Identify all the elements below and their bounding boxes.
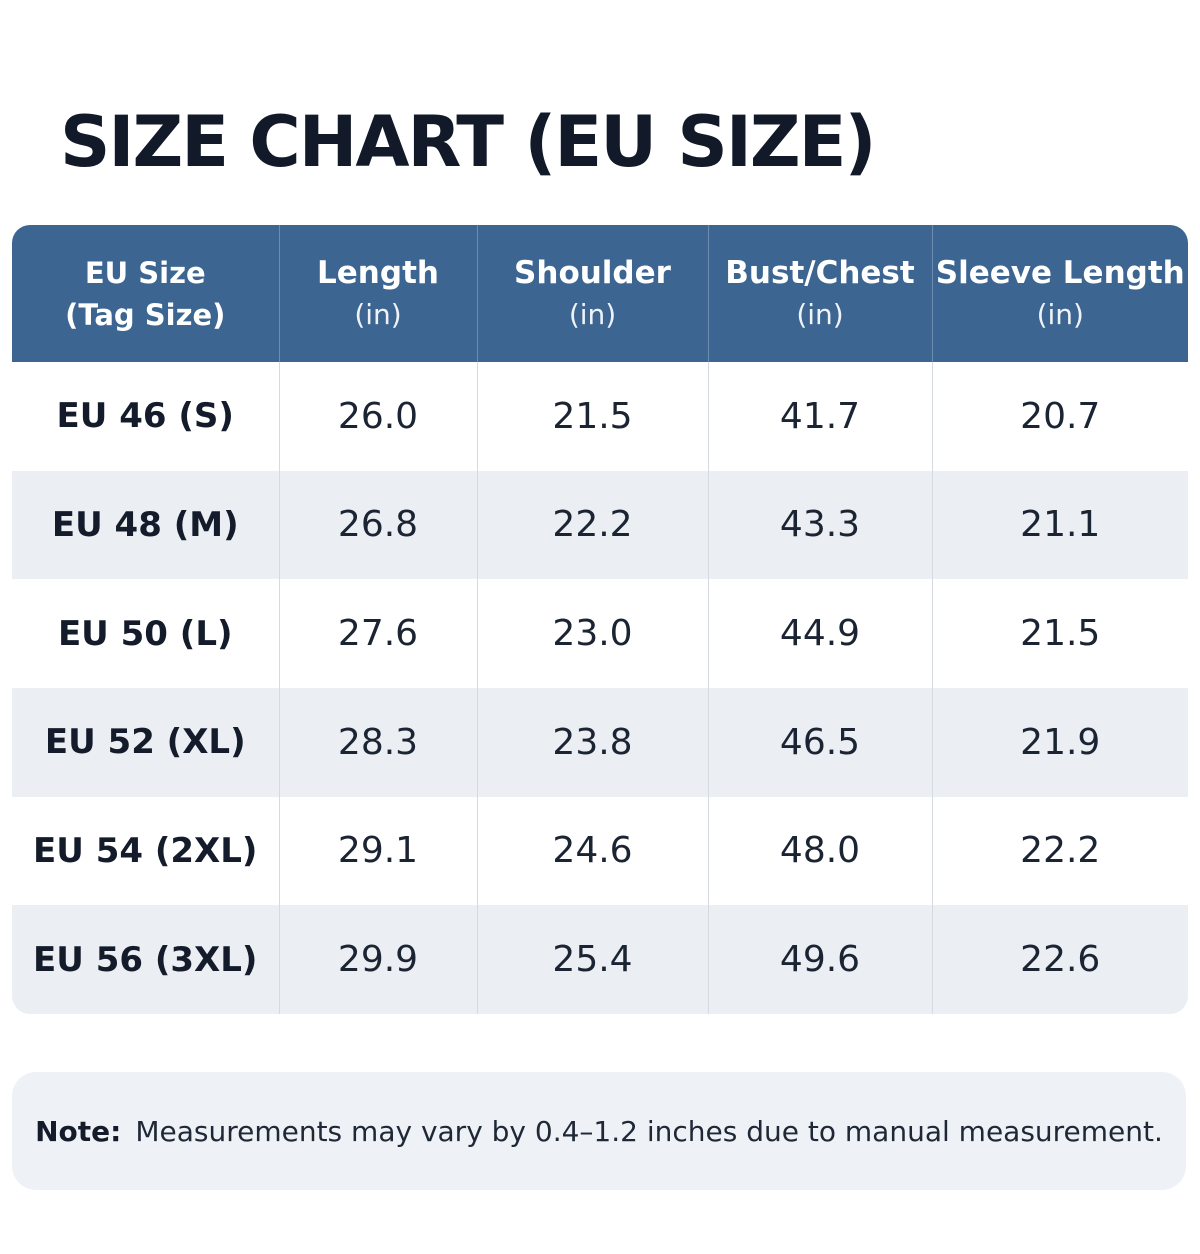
header-length: Length (in) [278,225,477,362]
header-sublabel: (Tag Size) [65,297,226,332]
cell-sleeve-length: 21.5 [931,579,1188,688]
cell-shoulder: 23.0 [476,579,708,688]
header-label: Shoulder [514,254,671,291]
header-eu-size: EU Size (Tag Size) [12,225,279,362]
note-label: Note: [35,1114,122,1148]
header-label: Bust/Chest [725,254,915,291]
table-row: EU 56 (3XL) 29.9 25.4 49.6 22.6 [12,905,1188,1014]
table-row: EU 50 (L) 27.6 23.0 44.9 21.5 [12,579,1188,688]
cell-bust-chest: 48.0 [707,796,932,906]
table-row: EU 46 (S) 26.0 21.5 41.7 20.7 [12,362,1188,471]
header-bust-chest: Bust/Chest (in) [707,225,932,362]
cell-eu-size: EU 52 (XL) [44,722,246,763]
header-label: Sleeve Length [935,254,1185,291]
cell-sleeve-length: 21.9 [931,687,1188,797]
cell-bust-chest: 44.9 [707,579,932,688]
table-row: EU 52 (XL) 28.3 23.8 46.5 21.9 [12,687,1188,797]
cell-length: 26.0 [278,362,477,471]
cell-sleeve-length: 22.2 [931,796,1188,906]
header-shoulder: Shoulder (in) [476,225,708,362]
header-label: Length [317,254,439,291]
cell-eu-size: EU 54 (2XL) [33,830,258,871]
cell-length: 28.3 [278,687,477,797]
page-title: SIZE CHART (EU SIZE) [60,101,876,183]
note-text: Measurements may vary by 0.4–1.2 inches … [135,1114,1163,1148]
header-sleeve-length: Sleeve Length (in) [931,225,1188,362]
cell-shoulder: 22.2 [476,470,708,580]
cell-bust-chest: 43.3 [707,470,932,580]
header-unit: (in) [1036,297,1084,331]
cell-shoulder: 24.6 [476,796,708,906]
table-row: EU 54 (2XL) 29.1 24.6 48.0 22.2 [12,796,1188,906]
cell-eu-size: EU 56 (3XL) [33,939,258,980]
cell-sleeve-length: 20.7 [931,362,1188,471]
cell-sleeve-length: 21.1 [931,470,1188,580]
cell-bust-chest: 49.6 [707,905,932,1014]
header-unit: (in) [568,297,617,331]
header-unit: (in) [354,297,402,331]
cell-eu-size: EU 50 (L) [57,613,233,654]
cell-sleeve-length: 22.6 [931,905,1188,1014]
cell-length: 29.1 [278,796,477,906]
header-label: EU Size [84,255,206,290]
size-chart-table: EU Size (Tag Size) Length (in) Shoulder … [12,225,1188,1014]
cell-length: 26.8 [278,470,477,580]
cell-length: 29.9 [278,905,477,1014]
cell-eu-size: EU 48 (M) [51,504,239,545]
header-unit: (in) [796,297,844,331]
cell-length: 27.6 [278,579,477,688]
cell-eu-size: EU 46 (S) [56,396,234,437]
table-row: EU 48 (M) 26.8 22.2 43.3 21.1 [12,470,1188,580]
cell-shoulder: 21.5 [476,362,708,471]
cell-shoulder: 23.8 [476,687,708,797]
cell-bust-chest: 41.7 [707,362,932,471]
cell-shoulder: 25.4 [476,905,708,1014]
measurement-note: Note: Measurements may vary by 0.4–1.2 i… [12,1072,1186,1190]
table-header-row: EU Size (Tag Size) Length (in) Shoulder … [12,225,1188,362]
cell-bust-chest: 46.5 [707,687,932,797]
